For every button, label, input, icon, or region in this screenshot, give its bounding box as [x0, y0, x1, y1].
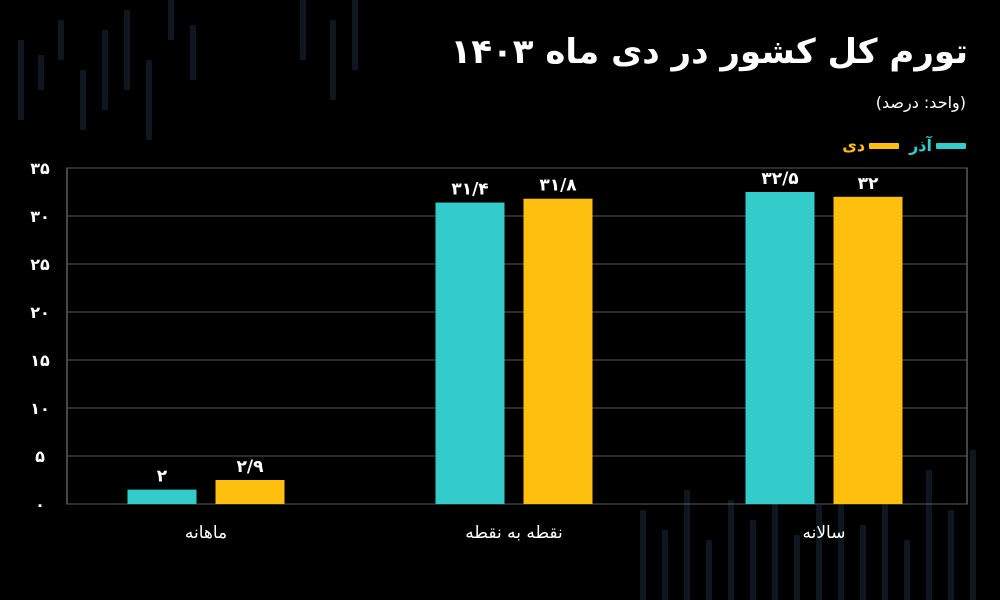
y-tick-label: ۲۰: [30, 303, 50, 322]
legend-label-dey: دی: [842, 136, 866, 155]
legend-item-azar: آذر: [909, 136, 966, 155]
bar: [833, 196, 903, 505]
bar-value-label: ۳۱/۸: [539, 176, 577, 196]
bar: [215, 480, 285, 504]
plot-frame: [66, 167, 968, 505]
y-tick-label: ۳۵: [30, 159, 50, 178]
legend: آذر دی: [842, 136, 966, 155]
bar-value-label: ۳۲/۵: [761, 169, 798, 189]
x-category-label: ماهانه: [185, 523, 227, 543]
bar: [127, 489, 197, 504]
bar-value-label: ۳۱/۴: [451, 180, 488, 200]
legend-item-dey: دی: [842, 136, 900, 155]
y-tick-label: ۲۵: [30, 255, 50, 274]
legend-swatch-dey: [869, 142, 900, 149]
bar: [435, 202, 505, 504]
legend-label-azar: آذر: [909, 136, 932, 155]
chart-title: تورم کل کشور در دی ماه ۱۴۰۳: [450, 32, 968, 72]
bar-value-label: ۲: [157, 467, 168, 487]
y-tick-label: ۳۰: [30, 207, 50, 226]
y-tick-label: ۵: [35, 447, 45, 466]
y-tick-label: ۰: [35, 495, 45, 514]
x-category-label: سالانه: [803, 523, 846, 543]
y-tick-label: ۱۰: [30, 399, 50, 418]
y-tick-label: ۱۵: [30, 351, 50, 370]
bar: [745, 192, 815, 504]
bar-value-label: ۲/۹: [237, 457, 265, 477]
x-category-label: نقطه به نقطه: [465, 523, 562, 543]
legend-swatch-azar: [936, 142, 966, 149]
bar: [523, 198, 593, 504]
chart-subtitle: (واحد: درصد): [875, 93, 966, 112]
bar-value-label: ۳۲: [858, 174, 879, 194]
